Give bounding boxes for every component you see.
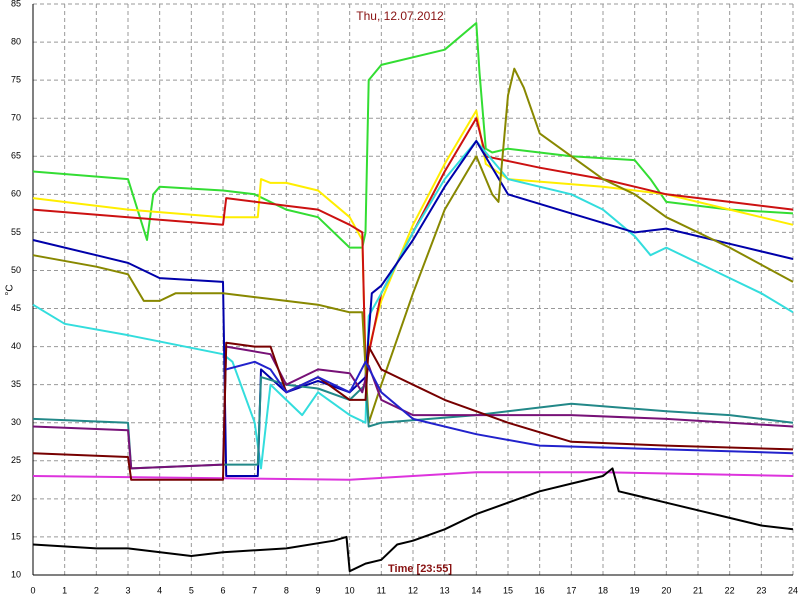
x-tick-label: 13: [440, 585, 450, 595]
y-tick-label: 80: [11, 36, 21, 46]
x-tick-label: 20: [661, 585, 671, 595]
x-tick-label: 0: [30, 585, 35, 595]
series-line: [32, 22, 794, 249]
y-tick-label: 10: [11, 569, 21, 579]
x-tick-label: 16: [535, 585, 545, 595]
series-line: [32, 67, 794, 424]
x-axis-label: Time [23:55]: [388, 563, 452, 575]
x-tick-label: 23: [756, 585, 766, 595]
series-line: [32, 467, 794, 573]
y-tick-label: 85: [11, 0, 21, 8]
x-tick-label: 6: [220, 585, 225, 595]
x-tick-label: 7: [252, 585, 257, 595]
series-line: [32, 341, 794, 481]
y-tick-label: 70: [11, 113, 21, 123]
x-tick-label: 21: [693, 585, 703, 595]
x-tick-label: 8: [284, 585, 289, 595]
y-tick-label: 15: [11, 531, 21, 541]
chart-title: Thu, 12.07.2012: [356, 9, 444, 23]
x-tick-label: 5: [189, 585, 194, 595]
y-tick-label: 35: [11, 379, 21, 389]
y-tick-label: 30: [11, 417, 21, 427]
x-tick-label: 3: [125, 585, 130, 595]
x-tick-label: 15: [503, 585, 513, 595]
x-tick-label: 22: [725, 585, 735, 595]
y-tick-label: 45: [11, 303, 21, 313]
y-tick-label: 55: [11, 227, 21, 237]
x-tick-label: 14: [471, 585, 481, 595]
y-tick-label: 40: [11, 341, 21, 351]
x-tick-label: 17: [566, 585, 576, 595]
x-tick-label: 18: [598, 585, 608, 595]
x-tick-label: 24: [788, 585, 798, 595]
series-line: [225, 360, 794, 455]
x-tick-label: 4: [157, 585, 162, 595]
y-tick-label: 25: [11, 455, 21, 465]
series-line: [32, 140, 794, 470]
y-tick-label: 60: [11, 189, 21, 199]
x-tick-label: 12: [408, 585, 418, 595]
series-line: [32, 471, 794, 481]
y-tick-label: 50: [11, 265, 21, 275]
y-axis-label: °C: [5, 284, 16, 295]
y-tick-label: 20: [11, 493, 21, 503]
x-tick-label: 9: [315, 585, 320, 595]
x-tick-label: 2: [94, 585, 99, 595]
x-tick-label: 11: [377, 585, 386, 595]
y-tick-label: 75: [11, 75, 21, 85]
x-tick-label: 19: [630, 585, 640, 595]
x-tick-label: 10: [345, 585, 355, 595]
series-line: [32, 345, 794, 470]
x-tick-label: 1: [62, 585, 67, 595]
y-tick-label: 65: [11, 151, 21, 161]
